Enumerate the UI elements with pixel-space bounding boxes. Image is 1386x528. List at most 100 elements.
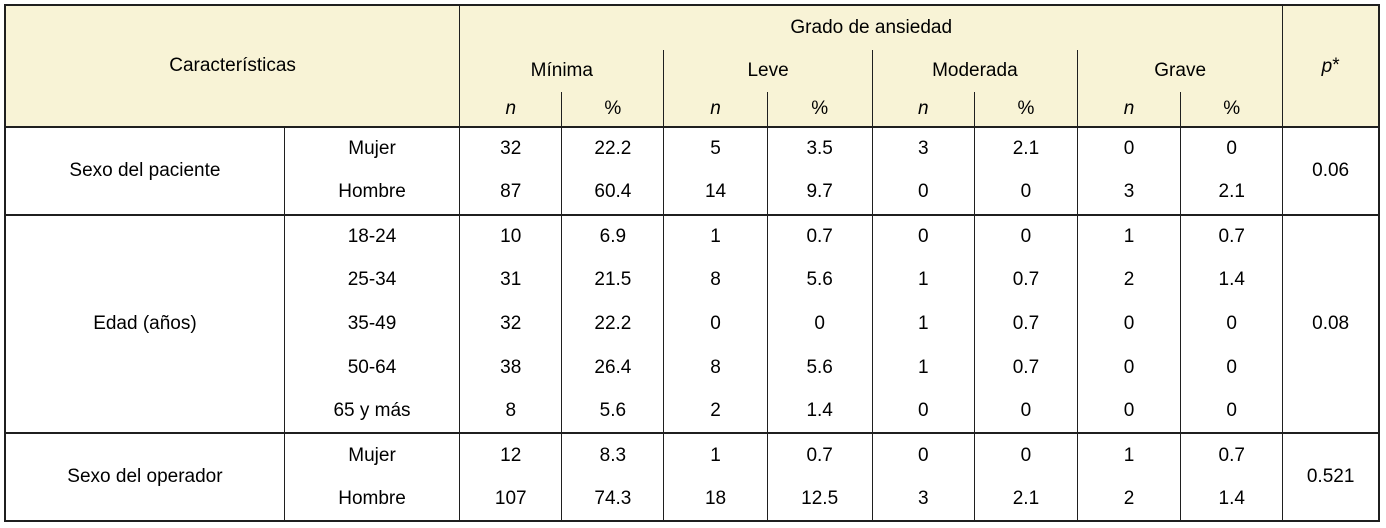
data-cell: 74.3 xyxy=(561,477,665,521)
data-cell: 1.4 xyxy=(1180,477,1284,521)
data-cell: 107 xyxy=(459,477,563,521)
data-cell: 1.4 xyxy=(766,389,873,434)
header-n: n xyxy=(1076,92,1182,128)
data-cell: 8 xyxy=(459,389,563,434)
data-cell: 32 xyxy=(459,302,563,346)
data-cell: 3 xyxy=(1076,170,1182,215)
data-cell: 87 xyxy=(459,170,563,215)
data-cell: 0.7 xyxy=(766,213,873,259)
data-cell: 0.7 xyxy=(1180,213,1284,259)
data-cell: 14 xyxy=(663,170,768,215)
header-n: n xyxy=(663,92,768,128)
row-label: Hombre xyxy=(283,170,461,215)
data-cell: 10 xyxy=(459,213,563,259)
p-symbol: p xyxy=(1321,55,1333,77)
table-header: Características Grado de ansiedad p* Mín… xyxy=(4,5,1380,128)
data-cell: 32 xyxy=(459,126,563,171)
header-pct: % xyxy=(973,92,1079,128)
data-cell: 12.5 xyxy=(766,477,873,521)
data-cell: 0 xyxy=(871,170,975,215)
data-cell: 0.7 xyxy=(973,345,1079,390)
asterisk: * xyxy=(1332,54,1340,76)
header-n: n xyxy=(871,92,975,128)
data-cell: 0.7 xyxy=(973,258,1079,303)
data-cell: 6.9 xyxy=(561,213,665,259)
anxiety-grade-table: Características Grado de ansiedad p* Mín… xyxy=(4,4,1380,522)
header-row-levels: Mínima Leve Moderada Grave xyxy=(5,50,1379,92)
row-label: 65 y más xyxy=(283,389,461,434)
data-cell: 0 xyxy=(973,389,1079,434)
data-cell: 0 xyxy=(1076,126,1182,171)
data-cell: 0 xyxy=(871,432,975,478)
data-cell: 38 xyxy=(459,345,563,390)
data-cell: 60.4 xyxy=(561,170,665,215)
data-cell: 0 xyxy=(1076,389,1182,434)
data-cell: 5.6 xyxy=(766,345,873,390)
data-cell: 18 xyxy=(663,477,768,521)
data-cell: 31 xyxy=(459,258,563,303)
data-cell: 5.6 xyxy=(766,258,873,303)
header-leve: Leve xyxy=(663,50,873,92)
header-pct: % xyxy=(1180,92,1284,128)
header-grado-de-ansiedad: Grado de ansiedad xyxy=(459,5,1284,50)
data-cell: 1 xyxy=(871,345,975,390)
row-label: 18-24 xyxy=(283,213,461,259)
data-cell: 1 xyxy=(663,432,768,478)
data-cell: 0 xyxy=(973,432,1079,478)
data-cell: 0.7 xyxy=(1180,432,1284,478)
data-cell: 1 xyxy=(1076,213,1182,259)
row-label: 50-64 xyxy=(283,345,461,390)
table-row: Sexo del operador Mujer 12 8.3 1 0.7 0 0… xyxy=(4,432,1380,521)
data-cell: 0 xyxy=(766,302,873,346)
data-cell: 1 xyxy=(1076,432,1182,478)
data-cell: 26.4 xyxy=(561,345,665,390)
data-cell: 0.7 xyxy=(766,432,873,478)
data-cell: 0 xyxy=(1076,345,1182,390)
data-cell: 0 xyxy=(973,170,1079,215)
data-cell: 22.2 xyxy=(561,302,665,346)
header-p-value: p* xyxy=(1282,5,1380,127)
data-cell: 5 xyxy=(663,126,768,171)
table-row: Edad (años) 18-24 10 6.9 1 0.7 0 0 1 0.7… xyxy=(4,213,1380,434)
header-row-n-pct: n % n % n % n % xyxy=(5,92,1379,128)
data-cell: 1 xyxy=(871,258,975,303)
table-body: Sexo del paciente Mujer 32 22.2 5 3.5 3 … xyxy=(4,126,1380,521)
row-label: 35-49 xyxy=(283,302,461,346)
data-cell: 2 xyxy=(663,389,768,434)
p-value: 0.521 xyxy=(1282,432,1380,521)
data-cell: 0.7 xyxy=(973,302,1079,346)
p-value: 0.08 xyxy=(1282,213,1380,434)
data-cell: 3.5 xyxy=(766,126,873,171)
group-label: Edad (años) xyxy=(4,213,285,434)
data-cell: 1.4 xyxy=(1180,258,1284,303)
header-minima: Mínima xyxy=(459,50,665,92)
data-cell: 0 xyxy=(1180,126,1284,171)
data-cell: 8.3 xyxy=(561,432,665,478)
data-cell: 9.7 xyxy=(766,170,873,215)
data-cell: 3 xyxy=(871,126,975,171)
data-cell: 2 xyxy=(1076,258,1182,303)
table-row: Sexo del paciente Mujer 32 22.2 5 3.5 3 … xyxy=(4,126,1380,215)
table-row: Hombre 107 74.3 18 12.5 3 2.1 2 1.4 xyxy=(5,477,1379,521)
data-cell: 0 xyxy=(1076,302,1182,346)
data-cell: 0 xyxy=(871,213,975,259)
data-cell: 0 xyxy=(1180,389,1284,434)
data-cell: 21.5 xyxy=(561,258,665,303)
row-label: Mujer xyxy=(283,126,461,171)
data-cell: 1 xyxy=(871,302,975,346)
data-cell: 3 xyxy=(871,477,975,521)
data-cell: 5.6 xyxy=(561,389,665,434)
data-cell: 22.2 xyxy=(561,126,665,171)
row-label: Hombre xyxy=(283,477,461,521)
group-label: Sexo del operador xyxy=(4,432,285,521)
row-label: Mujer xyxy=(283,432,461,478)
header-pct: % xyxy=(561,92,665,128)
data-cell: 12 xyxy=(459,432,563,478)
data-cell: 1 xyxy=(663,213,768,259)
header-moderada: Moderada xyxy=(871,50,1079,92)
data-cell: 8 xyxy=(663,345,768,390)
header-n: n xyxy=(459,92,563,128)
data-cell: 2.1 xyxy=(1180,170,1284,215)
data-cell: 0 xyxy=(663,302,768,346)
